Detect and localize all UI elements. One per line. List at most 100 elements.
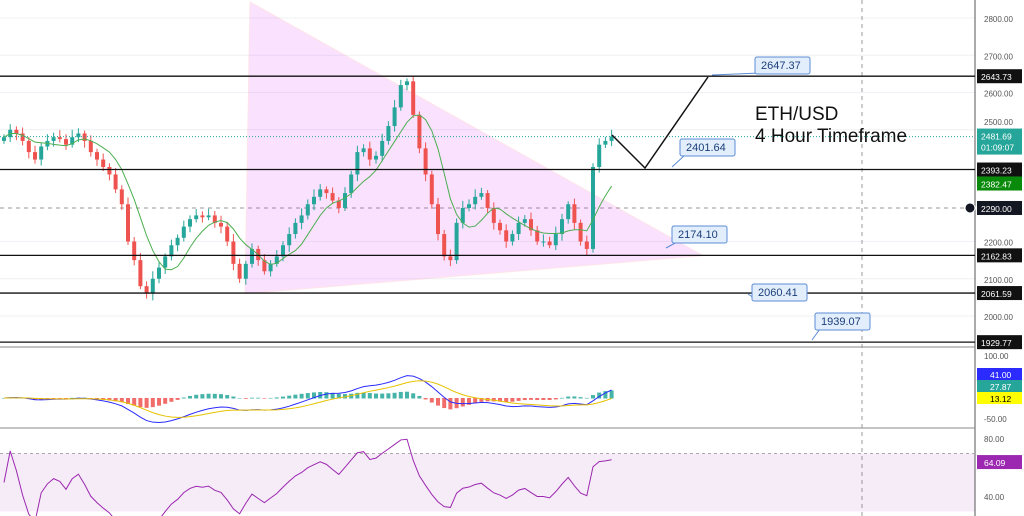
candle-body bbox=[386, 126, 391, 141]
macd-histogram-bar bbox=[355, 392, 360, 399]
candle-body bbox=[603, 140, 608, 145]
rsi-band bbox=[0, 453, 975, 512]
macd-histogram-bar bbox=[256, 397, 261, 399]
candle-body bbox=[250, 248, 254, 264]
macd-histogram-bar bbox=[448, 398, 453, 410]
title-pair: ETH/USD bbox=[755, 104, 839, 125]
candle-body bbox=[225, 226, 230, 242]
price-callout-label: 2174.10 bbox=[678, 229, 718, 241]
candle-body bbox=[343, 193, 347, 208]
candle-body bbox=[529, 219, 533, 231]
candle-body bbox=[188, 219, 192, 227]
candle-body bbox=[479, 193, 484, 197]
macd-histogram-bar bbox=[504, 398, 509, 402]
candle-body bbox=[504, 230, 509, 242]
macd-histogram-bar bbox=[591, 395, 595, 399]
candle-body bbox=[126, 204, 130, 242]
title-timeframe: 4 Hour Timeframe bbox=[755, 126, 908, 147]
candle-body bbox=[547, 241, 552, 246]
macd-histogram-bar bbox=[473, 398, 478, 404]
macd-histogram-bar bbox=[194, 394, 199, 399]
moving-average-line bbox=[3, 114, 613, 271]
macd-histogram-bar bbox=[212, 393, 217, 399]
candle-body bbox=[572, 204, 577, 223]
candle-body bbox=[535, 230, 540, 242]
candle-body bbox=[516, 222, 521, 235]
price-callout-box bbox=[754, 56, 811, 75]
macd-histogram-bar bbox=[132, 398, 137, 406]
rsi-line bbox=[3, 438, 612, 516]
candle-body bbox=[2, 137, 6, 141]
price-line-tag bbox=[977, 335, 1022, 350]
macd-histogram-bar bbox=[417, 395, 422, 399]
candle-body bbox=[101, 159, 106, 167]
macd-histogram-bar bbox=[479, 398, 484, 402]
crosshair-price-label: 2290.00 bbox=[981, 204, 1012, 214]
macd-histogram-bar bbox=[175, 398, 180, 400]
callout-pointer bbox=[711, 72, 761, 76]
projection-path bbox=[611, 76, 709, 170]
macd-histogram-bar bbox=[529, 398, 533, 400]
callout-pointer bbox=[671, 154, 686, 168]
macd-histogram-bar bbox=[553, 398, 558, 400]
macd-histogram-bar bbox=[138, 398, 143, 408]
candle-body bbox=[175, 237, 180, 246]
y-tick-label: 2800.00 bbox=[984, 15, 1013, 24]
macd-histogram-bar bbox=[305, 393, 310, 399]
candle-body bbox=[206, 215, 211, 218]
macd-value-label: 27.87 bbox=[990, 382, 1012, 392]
macd-histogram-bar bbox=[225, 395, 230, 399]
candle-body bbox=[380, 140, 385, 156]
rsi-value-tag bbox=[977, 455, 1022, 470]
candle-body bbox=[163, 256, 168, 268]
macd-histogram-bar bbox=[566, 396, 571, 399]
macd-histogram-bar bbox=[293, 394, 298, 399]
candle-body bbox=[448, 256, 453, 261]
candle-body bbox=[485, 193, 490, 208]
candle-body bbox=[367, 148, 372, 160]
candle-body bbox=[274, 256, 279, 264]
macd-tick-label: -50.00 bbox=[984, 415, 1007, 424]
price-line-tag bbox=[977, 162, 1022, 177]
macd-value-tag bbox=[977, 380, 1022, 392]
candle-body bbox=[405, 81, 409, 86]
macd-histogram-bar bbox=[57, 398, 62, 399]
price-line-label: 2643.73 bbox=[981, 72, 1012, 82]
macd-histogram-bar bbox=[312, 392, 316, 399]
ma-label: 2382.47 bbox=[981, 180, 1012, 190]
candle-body bbox=[591, 167, 595, 249]
macd-tick-label: 100.00 bbox=[984, 352, 1009, 361]
symmetrical-triangle bbox=[244, 1, 705, 295]
price-line-tag bbox=[977, 286, 1022, 301]
candle-body bbox=[510, 234, 515, 242]
price-callout-box bbox=[814, 312, 871, 331]
candle-body bbox=[578, 222, 583, 242]
macd-histogram-bar bbox=[268, 397, 273, 399]
add-alert-icon[interactable] bbox=[964, 202, 976, 214]
macd-histogram-bar bbox=[287, 395, 292, 399]
candle-body bbox=[26, 140, 31, 153]
macd-histogram-bar bbox=[609, 390, 614, 399]
macd-histogram-bar bbox=[206, 393, 211, 399]
macd-histogram-bar bbox=[572, 396, 577, 399]
candle-body bbox=[398, 85, 403, 108]
candle-body bbox=[498, 222, 502, 231]
macd-value-label: 13.12 bbox=[990, 394, 1012, 404]
price-callout-label: 2060.41 bbox=[758, 287, 798, 299]
macd-histogram-bar bbox=[281, 396, 285, 399]
macd-histogram-bar bbox=[597, 392, 602, 399]
candle-body bbox=[64, 139, 68, 145]
candle-body bbox=[491, 207, 496, 223]
candle-body bbox=[609, 136, 614, 141]
macd-histogram-bar bbox=[243, 398, 248, 399]
candle-body bbox=[95, 152, 99, 160]
candle-body bbox=[132, 241, 137, 261]
macd-histogram-bar bbox=[429, 398, 434, 403]
candle-body bbox=[14, 129, 19, 134]
candle-body bbox=[436, 204, 440, 235]
macd-histogram-bar bbox=[231, 396, 236, 399]
macd-histogram-bar bbox=[535, 398, 540, 401]
candle-body bbox=[281, 245, 285, 257]
